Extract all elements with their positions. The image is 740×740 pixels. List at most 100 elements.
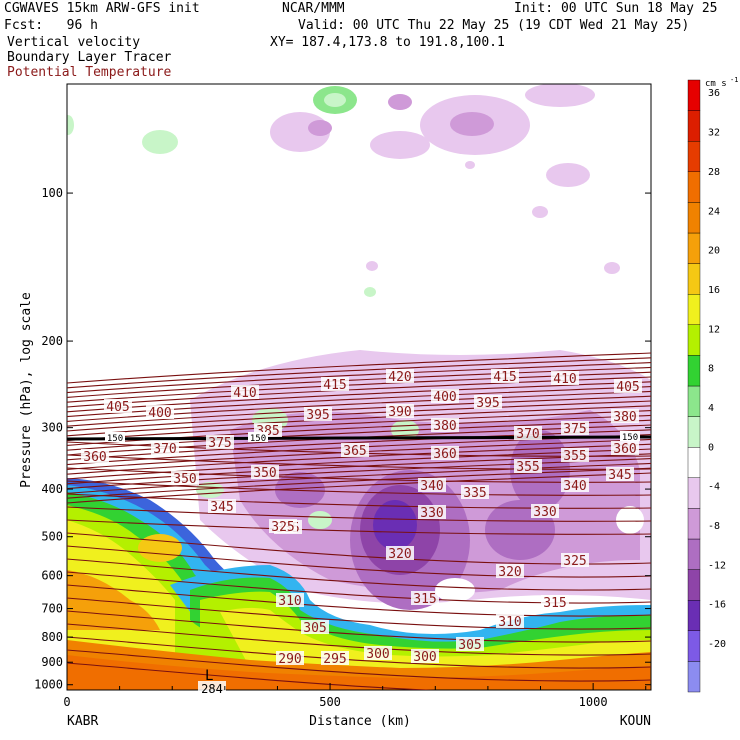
theta-label: 355 [561,448,589,464]
theta-label: 360 [611,441,639,457]
tropopause-label: 150 [620,431,640,443]
theta-contour [67,610,651,643]
theta-label-text: 375 [208,436,231,451]
forecast-hour: Fcst: 96 h [4,18,98,33]
colorbar-swatch [687,110,701,142]
org-title: NCAR/MMM [282,1,345,16]
theta-contour [67,381,651,413]
theta-label-text: 305 [303,621,326,636]
theta-label: 410 [231,385,259,401]
theta-label: 415 [491,369,519,385]
colorbar-swatch [687,661,701,693]
right-station-label: KOUN [620,714,651,729]
theta-label-text: 325 [271,520,294,535]
theta-label-text: 360 [613,442,636,457]
theta-label-text: 410 [233,386,256,401]
theta-label: 305 [301,620,329,636]
theta-label: 350 [171,471,199,487]
theta-label-text: 405 [616,380,639,395]
colorbar-label: 12 [708,324,720,335]
theta-contour [67,636,651,669]
theta-contour [67,558,651,591]
theta-label-text: 340 [563,479,586,494]
theta-label: 315 [411,591,439,607]
colorbar-swatch [687,79,701,111]
tropopause-150-line [66,435,652,441]
theta-label-text: 295 [323,652,346,667]
colorbar-swatch [687,508,701,540]
theta-contour [67,410,651,442]
xy-endpoints: XY= 187.4,173.8 to 191.8,100.1 [270,35,505,50]
theta-label-text: 355 [516,460,539,475]
theta-contour [67,400,651,432]
tropopause-label-text: 150 [107,434,123,444]
theta-label-text: 350 [253,466,276,481]
theta-label: 365 [341,443,369,459]
theta-label-text: 320 [388,547,411,562]
theta-label-text: 400 [433,390,456,405]
theta-label-text: 365 [343,444,366,459]
theta-label-text: 335 [463,486,486,501]
model-title: CGWAVES 15km ARW-GFS init [4,1,200,16]
theta-label: 345 [606,467,634,483]
y-tick-label: 1000 [34,678,63,692]
colorbar-label: -12 [708,560,726,571]
theta-label-text: 360 [83,450,106,465]
theta-contour [67,454,651,470]
colorbar-swatch [687,355,701,387]
y-tick-label: 400 [41,482,63,496]
y-tick-label: 700 [41,602,63,616]
theta-contour [67,493,651,509]
colorbar-swatch [687,140,701,172]
x-tick-label: 0 [63,695,70,709]
tropopause-label-text: 150 [250,434,266,444]
field-potential-temperature: Potential Temperature [7,65,172,80]
theta-label: 405 [104,399,132,415]
colorbar-swatch [687,202,701,234]
theta-label: 395 [304,407,332,423]
theta-label: 325 [561,553,589,569]
colorbar-label: -20 [708,639,726,650]
theta-label-text: 300 [413,650,436,665]
theta-label: 375 [561,421,589,437]
theta-label-text: 370 [153,442,176,457]
theta-label-text: 410 [553,372,576,387]
y-tick-label: 600 [41,569,63,583]
theta-label-text: 415 [493,370,516,385]
theta-label-text: 310 [498,615,521,630]
theta-label: 325 [269,519,297,535]
colorbar-label: 36 [708,88,720,99]
theta-label-text: 305 [458,638,481,653]
theta-label-text: 395 [476,396,499,411]
theta-label-text: 310 [278,594,301,609]
colorbar-swatch [687,538,701,570]
theta-label: 400 [431,389,459,405]
x-tick-label: 500 [319,695,341,709]
colorbar-swatch [687,600,701,632]
theta-label: 375 [206,435,234,451]
theta-label-text: 405 [106,400,129,415]
theta-label-text: 315 [413,592,436,607]
theta-label-text: 320 [498,565,521,580]
theta-label-text: 370 [516,427,539,442]
theta-label-text: 284 [201,682,223,696]
colorbar-label: -8 [708,521,720,532]
y-tick-label: 100 [41,186,63,200]
theta-label-text: 380 [613,410,636,425]
theta-label-text: 315 [543,596,566,611]
y-tick-label: 300 [41,421,63,435]
theta-label: 340 [418,478,446,494]
theta-contour [67,352,651,384]
colorbar-label: -16 [708,600,726,611]
theta-label: 345 [208,499,236,515]
theta-contour [67,357,651,389]
colorbar-swatch [687,263,701,295]
theta-label-text: 290 [278,652,301,667]
x-axis-label: Distance (km) [309,714,411,729]
theta-label: 320 [386,546,414,562]
theta-label: 380 [611,409,639,425]
theta-contour [67,519,651,535]
